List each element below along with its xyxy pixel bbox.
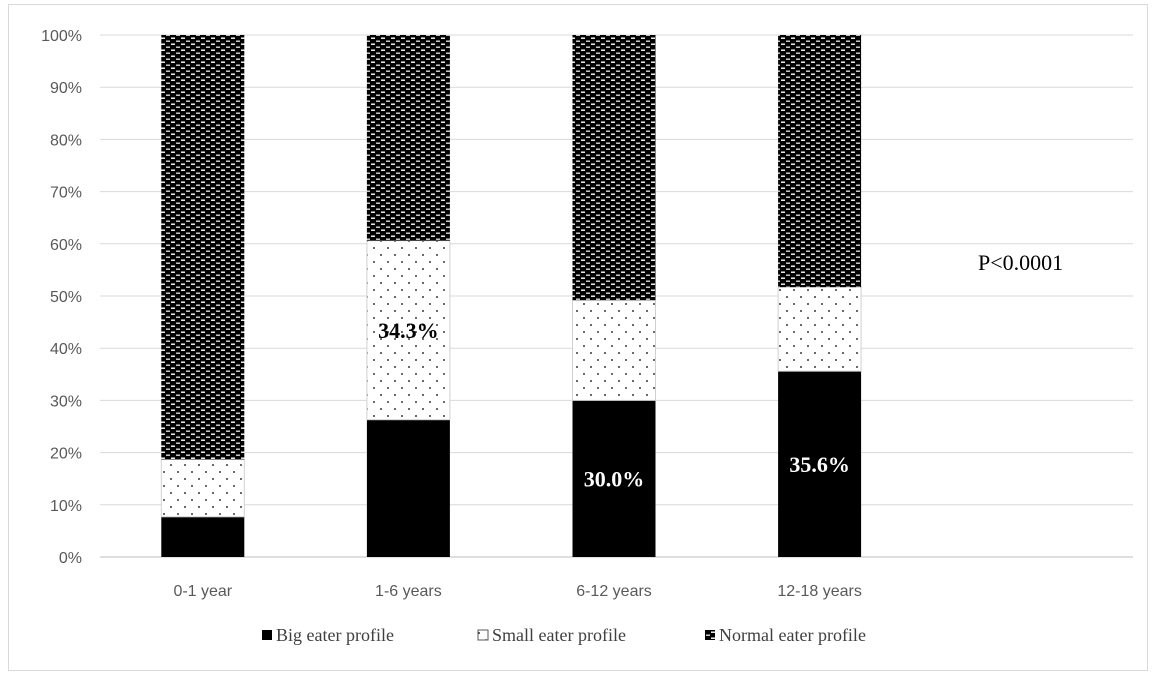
y-tick-label: 0% <box>59 550 82 567</box>
axes: 0% 10% 20% 30% 40% 50% 60% 70% 80% 90% 100% 0-1 yea… <box>41 28 862 600</box>
bar-segment <box>366 35 450 241</box>
y-tick-label: 10% <box>50 498 82 515</box>
data-label: 35.6% <box>789 452 850 477</box>
legend-swatch <box>262 630 272 640</box>
bar-segment <box>778 371 862 557</box>
y-tick-label: 100% <box>41 28 82 45</box>
x-tick-label: 0-1 year <box>173 583 232 600</box>
y-tick-label: 20% <box>50 446 82 463</box>
x-tick-label: 1-6 years <box>375 583 442 600</box>
y-tick-label: 80% <box>50 132 82 149</box>
bar-segment <box>572 299 656 401</box>
bar-segment <box>777 286 862 372</box>
p-value-annotation: P<0.0001 <box>978 250 1063 275</box>
bar-segment <box>572 35 656 301</box>
x-tick-label: 6-12 years <box>576 583 652 600</box>
legend-label: Normal eater profile <box>719 625 866 645</box>
x-tick-label: 12-18 years <box>777 583 862 600</box>
bar-segment <box>366 240 451 421</box>
y-tick-label: 30% <box>50 393 82 410</box>
y-tick-label: 50% <box>50 289 82 306</box>
data-label: 34.3% <box>378 318 439 343</box>
bar-segment <box>161 35 245 460</box>
bars <box>160 35 862 557</box>
bar-segment <box>366 419 450 557</box>
y-tick-label: 60% <box>50 237 82 254</box>
legend-label: Small eater profile <box>492 625 626 645</box>
y-tick-label: 40% <box>50 341 82 358</box>
bar-segment <box>160 458 245 518</box>
data-labels: 34.3% 30.0% 35.6% <box>378 318 850 492</box>
bar-segment <box>778 35 862 288</box>
bar-segment <box>161 516 245 557</box>
legend-label: Big eater profile <box>276 625 394 645</box>
legend-swatch <box>705 630 715 640</box>
y-tick-label: 70% <box>50 185 82 202</box>
bar-segment <box>572 400 656 557</box>
legend-swatch <box>477 629 489 641</box>
legend: Big eater profile Small eater profile Norm… <box>262 625 866 645</box>
y-tick-label: 90% <box>50 80 82 97</box>
data-label: 30.0% <box>584 467 645 492</box>
